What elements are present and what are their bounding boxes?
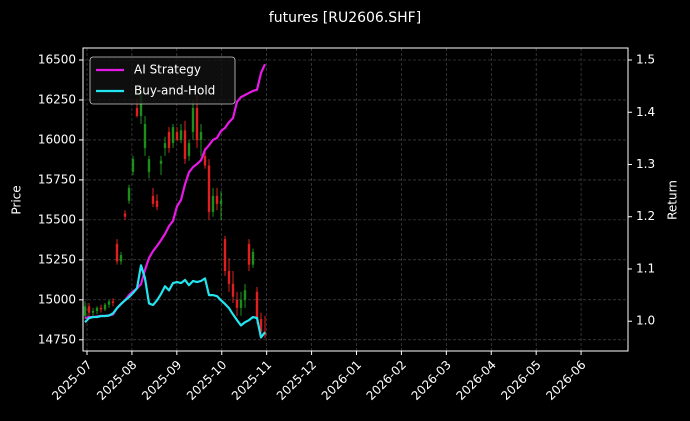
- candle-body: [115, 243, 119, 262]
- candle-body: [183, 130, 187, 160]
- candle-body: [215, 195, 219, 204]
- candle-body: [103, 304, 107, 310]
- candle-body: [203, 155, 207, 166]
- candle-body: [247, 243, 251, 265]
- candle-body: [151, 195, 155, 204]
- candle-body: [207, 165, 211, 212]
- candle-body: [123, 213, 127, 217]
- candle-body: [127, 187, 131, 201]
- y-tick-label: 16500: [38, 52, 76, 66]
- y-tick-label: 15000: [38, 292, 76, 306]
- plot-frame: [82, 47, 629, 352]
- y2-tick-label: 1.3: [636, 157, 655, 171]
- candle-body: [219, 200, 223, 204]
- candle-body: [259, 319, 263, 332]
- candle-body: [111, 301, 115, 304]
- candle-body: [187, 143, 191, 156]
- candle-body: [211, 195, 215, 212]
- series-line: [84, 264, 266, 339]
- y2-tick-label: 1.1: [636, 261, 655, 275]
- legend-box: [89, 56, 236, 105]
- candle-body: [135, 107, 139, 116]
- candle-body: [195, 107, 199, 140]
- y2-tick-label: 1.2: [636, 209, 655, 223]
- candle-body: [143, 123, 147, 148]
- candle-body: [87, 306, 91, 313]
- legend-label: Buy-and-Hold: [134, 84, 215, 98]
- y-tick-label: 14750: [38, 332, 76, 346]
- y2-tick-label: 1.4: [636, 105, 655, 119]
- candle-body: [243, 290, 247, 300]
- candle-body: [99, 307, 103, 310]
- candle-body: [107, 301, 111, 305]
- candle-body: [255, 291, 259, 320]
- y2-tick-label: 1.0: [636, 314, 655, 328]
- candle-body: [155, 200, 159, 208]
- candle-body: [179, 130, 183, 140]
- y-tick-label: 16250: [38, 92, 76, 106]
- y-axis-label: Price: [10, 185, 24, 214]
- y-tick-label: 16000: [38, 132, 76, 146]
- y2-tick-label: 1.5: [636, 53, 655, 67]
- candle-body: [239, 299, 243, 308]
- y-tick-label: 15750: [38, 172, 76, 186]
- candle-body: [131, 159, 135, 172]
- candle-body: [163, 143, 167, 148]
- candle-body: [175, 131, 179, 140]
- candle-body: [235, 299, 239, 308]
- candle-body: [95, 307, 99, 312]
- candle-body: [231, 283, 235, 297]
- y-tick-label: 15250: [38, 252, 76, 266]
- candle-body: [171, 127, 175, 144]
- candle-body: [119, 255, 123, 262]
- candle-body: [251, 251, 255, 265]
- candle-body: [199, 131, 203, 140]
- candle-body: [223, 239, 227, 272]
- candle-body: [159, 160, 163, 164]
- candle-body: [167, 131, 171, 148]
- candle-body: [227, 271, 231, 284]
- candle-body: [147, 159, 151, 172]
- legend-label: AI Strategy: [134, 63, 201, 77]
- y2-axis-label: Return: [666, 180, 680, 220]
- chart-title: futures [RU2606.SHF]: [269, 10, 421, 26]
- candle-body: [191, 107, 195, 132]
- candle-body: [91, 311, 95, 313]
- candle-body: [83, 306, 87, 316]
- y-tick-label: 15500: [38, 212, 76, 226]
